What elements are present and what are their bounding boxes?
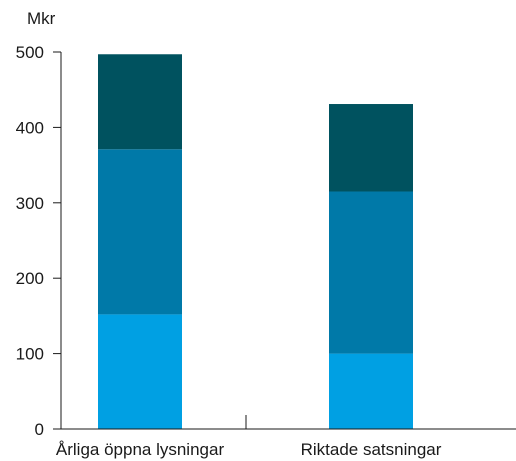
y-axis-unit-label: Mkr	[27, 9, 56, 28]
bar-segment-1-1	[98, 314, 182, 429]
y-tick-label: 300	[16, 194, 44, 213]
x-axis-categories: Årliga öppna lysningar Riktade satsningar	[56, 440, 442, 459]
y-tick-label: 0	[35, 420, 44, 439]
y-tick-label: 200	[16, 269, 44, 288]
bar-segment-2-2	[329, 191, 413, 353]
bar-segment-1-3	[98, 54, 182, 149]
y-axis-ticks: 0 100 200 300 400 500	[16, 43, 61, 439]
bar-segment-1-2	[98, 149, 182, 314]
bar-stacks	[98, 54, 413, 429]
y-tick-label: 100	[16, 345, 44, 364]
x-category-label: Riktade satsningar	[301, 440, 442, 459]
bar-segment-2-3	[329, 104, 413, 191]
y-tick-label: 400	[16, 118, 44, 137]
y-tick-label: 500	[16, 43, 44, 62]
x-category-label: Årliga öppna lysningar	[56, 440, 225, 459]
bar-segment-2-1	[329, 354, 413, 429]
